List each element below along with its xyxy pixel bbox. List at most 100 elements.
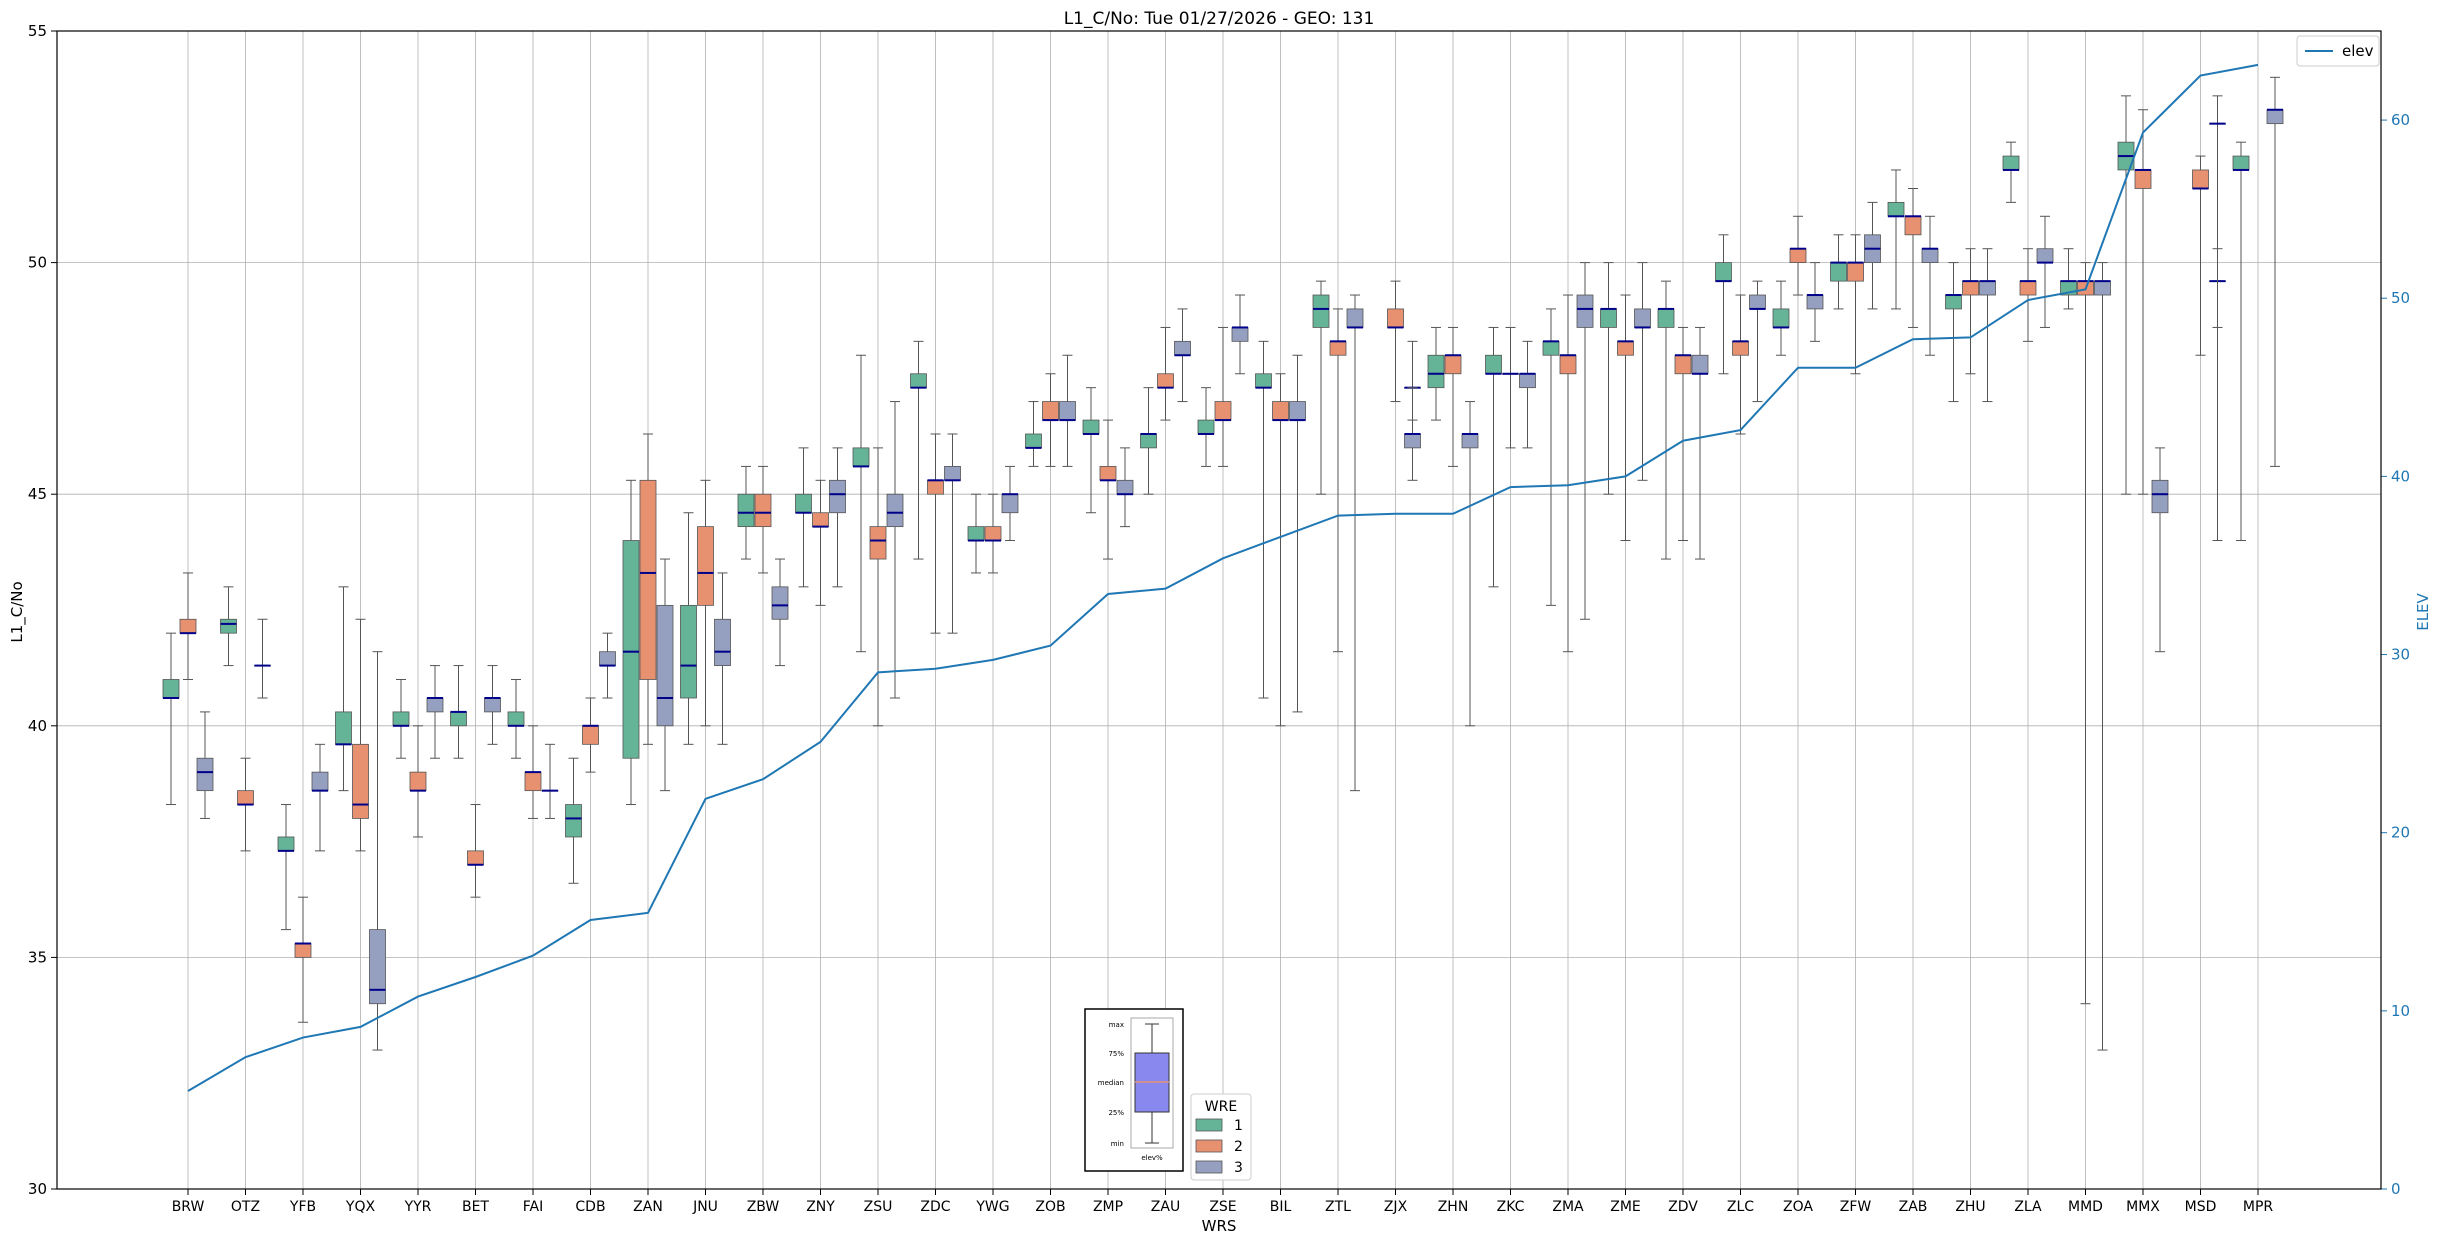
box-jnu-wre3-box (714, 618, 731, 666)
box-zma-wre2-box (1559, 354, 1577, 375)
box-zbw-wre2-box (754, 493, 772, 528)
x-tick-label-zse: ZSE (1209, 1199, 1236, 1215)
y-tick-label: 35 (28, 948, 47, 966)
y2-tick-label: 10 (2391, 1002, 2410, 1020)
x-tick-label-bet: BET (462, 1199, 489, 1215)
box-zob-wre3-box (1059, 401, 1076, 421)
wre-legend-label-1: 1 (1234, 1118, 1243, 1134)
box-zma-wre3-box (1576, 294, 1594, 328)
x-tick-label-brw: BRW (172, 1199, 205, 1215)
box-zme-wre3-box (1634, 308, 1651, 328)
y-tick-label: 40 (28, 717, 47, 735)
box-jnu-wre2-box (697, 526, 714, 606)
elev-line (187, 63, 2259, 1092)
box-yqx-wre3-box (369, 929, 386, 1005)
box-zan-wre1-box (622, 540, 640, 759)
box-zla-wre2-box (2019, 280, 2037, 296)
box-zdv-wre2-box (1674, 354, 1692, 375)
chart-title: L1_C/No: Tue 01/27/2026 - GEO: 131 (1064, 9, 1375, 29)
x-tick-label-zhu: ZHU (1955, 1199, 1985, 1215)
box-zma-wre1-box (1542, 340, 1560, 356)
elev-legend-label: elev (2342, 42, 2374, 60)
box-bet-wre2-box (467, 850, 484, 866)
box-bet-wre3-box (484, 697, 501, 713)
wre-legend-title: WRE (1205, 1099, 1237, 1115)
x-tick-label-zdv: ZDV (1668, 1199, 1698, 1215)
x-tick-label-zan: ZAN (633, 1199, 663, 1215)
y2-tick-label: 60 (2391, 111, 2410, 129)
box-zse-wre3-box (1231, 327, 1249, 342)
y2-tick-label: 0 (2391, 1180, 2401, 1198)
box-ztl-wre1-box (1312, 294, 1330, 328)
x-tick-label-yqx: YQX (345, 1199, 376, 1215)
x-tick-label-otz: OTZ (231, 1199, 260, 1215)
inset-label-max: max (1109, 1021, 1124, 1029)
y-tick-label: 55 (28, 22, 47, 40)
x-tick-label-zlc: ZLC (1727, 1199, 1754, 1215)
box-zjx-wre2-box (1387, 308, 1404, 328)
box-zme-wre2-box (1617, 340, 1634, 356)
wre-legend-swatch-3 (1195, 1160, 1223, 1174)
y-tick-label: 30 (28, 1180, 47, 1198)
box-zny-wre2-box (812, 512, 829, 528)
inset-label-min: min (1111, 1140, 1124, 1148)
box-zob-wre1-box (1025, 433, 1042, 449)
axes-frame (56, 30, 2382, 1190)
y2-tick-label: 20 (2391, 824, 2410, 842)
y-tick-label: 50 (28, 254, 47, 272)
x-tick-label-zab: ZAB (1899, 1199, 1928, 1215)
box-zse-wre1-box (1197, 419, 1215, 435)
box-zdv-wre3-box (1691, 354, 1709, 375)
box-yfb-wre2-box (294, 943, 312, 958)
box-zdv-wre1-box (1657, 308, 1675, 328)
box-yyr-wre3-box (426, 697, 444, 713)
box-zab-wre2-box (1904, 215, 1922, 236)
box-yqx-wre1-box (335, 711, 352, 745)
box-zla-wre1-box (2002, 155, 2020, 171)
box-ztl-wre2-box (1329, 340, 1347, 356)
x-tick-label-zme: ZME (1610, 1199, 1641, 1215)
box-zlc-wre3-box (1749, 294, 1766, 310)
x-tick-label-zjx: ZJX (1384, 1199, 1408, 1215)
box-zob-wre2-box (1042, 401, 1059, 421)
inset-label-q1: 25% (1108, 1109, 1124, 1117)
box-zoa-wre2-box (1789, 248, 1807, 263)
box-zjx-wre3-box (1404, 433, 1421, 449)
box-zhn-wre3-box (1461, 433, 1479, 449)
box-ywg-wre1-box (967, 526, 985, 541)
box-zdc-wre3-box (944, 466, 961, 481)
box-cdb-wre1-box (565, 804, 582, 838)
x-tick-label-ztl: ZTL (1325, 1199, 1351, 1215)
x-tick-label-bil: BIL (1270, 1199, 1292, 1215)
x-tick-label-zla: ZLA (2014, 1199, 2042, 1215)
box-zny-wre3-box (829, 479, 846, 514)
x-tick-label-zkc: ZKC (1497, 1199, 1525, 1215)
x-tick-label-cdb: CDB (575, 1199, 605, 1215)
box-brw-wre3-box (196, 757, 214, 792)
box-zmp-wre3-box (1116, 479, 1134, 495)
wre-legend-label-2: 2 (1234, 1139, 1243, 1155)
box-zlc-wre2-box (1732, 340, 1749, 356)
box-zla-wre3-box (2036, 248, 2054, 263)
box-zhu-wre2-box (1962, 280, 1979, 296)
box-brw-wre2-box (179, 618, 197, 634)
box-zsu-wre2-box (869, 526, 887, 560)
x-tick-label-fai: FAI (523, 1199, 543, 1215)
box-ywg-wre2-box (984, 526, 1002, 541)
x-tick-label-zma: ZMA (1552, 1199, 1584, 1215)
box-zse-wre2-box (1214, 401, 1232, 421)
box-mmx-wre2-box (2134, 169, 2152, 189)
box-zsu-wre1-box (852, 447, 870, 467)
x-tick-label-yyr: YYR (404, 1199, 432, 1215)
inset-label-q3: 75% (1108, 1050, 1124, 1058)
y-axis-label: L1_C/No (8, 581, 27, 642)
box-zbw-wre1-box (737, 493, 755, 528)
x-tick-label-msd: MSD (2185, 1199, 2217, 1215)
x-tick-label-zmp: ZMP (1093, 1199, 1123, 1215)
x-tick-label-mpr: MPR (2243, 1199, 2274, 1215)
box-mmd-wre3-box (2094, 280, 2111, 296)
wre-legend: WRE 1 2 3 (1190, 1093, 1252, 1181)
box-yfb-wre1-box (277, 836, 295, 852)
box-yyr-wre2-box (409, 771, 427, 792)
